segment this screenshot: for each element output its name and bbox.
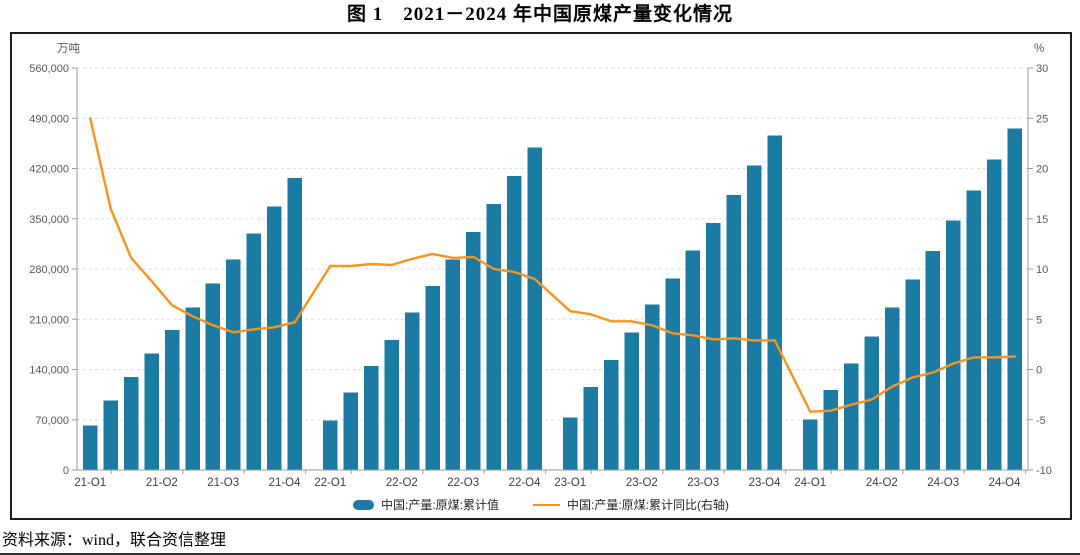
bar-2023-m7 (706, 222, 721, 470)
svg-text:140,000: 140,000 (29, 365, 69, 377)
bar-2022-m3 (384, 339, 399, 470)
svg-text:23-Q3: 23-Q3 (687, 477, 719, 486)
svg-text:490,000: 490,000 (29, 113, 69, 125)
bar-2024-m0 (802, 419, 818, 470)
bar-2022-m8 (486, 204, 502, 471)
svg-text:24-Q1: 24-Q1 (794, 477, 826, 486)
bar-2021-m9 (267, 206, 282, 470)
right-axis-ticks: -10 -5 0 5 10 15 20 25 30 (1028, 63, 1052, 477)
bar-2022-m1 (343, 392, 358, 470)
bar-2023-m8 (726, 194, 742, 470)
bar-2024-m4 (884, 307, 900, 470)
bar-2021-m10 (287, 177, 303, 470)
bar-2021-m7 (226, 259, 241, 470)
bar-2022-m9 (507, 176, 522, 470)
bar-2022-m0 (322, 420, 338, 470)
bar-2024-m3 (864, 336, 879, 470)
bar-2024-m5 (905, 279, 920, 470)
svg-text:23-Q1: 23-Q1 (554, 477, 586, 486)
figure-title: 图 1 2021－2024 年中国原煤产量变化情况 (346, 4, 733, 25)
svg-text:280,000: 280,000 (29, 264, 69, 276)
svg-text:21-Q1: 21-Q1 (74, 477, 106, 486)
legend-item-yoy-line: 中国:产量:原煤:累计同比(右轴) (533, 496, 729, 513)
chart-legend: 中国:产量:原煤:累计值 中国:产量:原煤:累计同比(右轴) (12, 496, 1070, 513)
coal-output-chart: 0 70,000 140,000 210,000 280,000 350,000 420,0… (29, 42, 1052, 486)
bar-2024-m6 (925, 251, 941, 470)
bars-series (82, 128, 1023, 471)
svg-text:-10: -10 (1036, 465, 1052, 477)
bar-series-label: 中国:产量:原煤:累计值 (380, 498, 499, 512)
bar-2022-m10 (527, 147, 543, 470)
svg-text:70,000: 70,000 (35, 415, 69, 427)
left-axis-unit: 万吨 (57, 42, 80, 55)
svg-text:24-Q4: 24-Q4 (989, 477, 1022, 486)
bar-2023-m1 (583, 387, 598, 470)
svg-text:24-Q3: 24-Q3 (927, 477, 959, 486)
bar-2023-m6 (685, 250, 701, 470)
bar-2021-m5 (185, 307, 200, 470)
svg-text:350,000: 350,000 (29, 214, 69, 226)
svg-text:0: 0 (1036, 365, 1042, 377)
source-note: 资料来源：wind，联合资信整理 (2, 532, 227, 549)
bar-2024-m1 (823, 390, 838, 470)
bar-2022-m4 (404, 312, 420, 470)
svg-text:-5: -5 (1036, 415, 1046, 427)
bar-2022-m5 (425, 286, 440, 470)
svg-text:22-Q3: 22-Q3 (447, 477, 479, 486)
svg-text:560,000: 560,000 (29, 63, 69, 75)
svg-text:23-Q2: 23-Q2 (626, 477, 658, 486)
bar-2023-m2 (603, 359, 619, 470)
bar-2021-m4 (164, 329, 180, 470)
bar-2021-m2 (123, 376, 139, 470)
line-series-label: 中国:产量:原煤:累计同比(右轴) (567, 498, 729, 512)
bar-2023-m4 (644, 304, 660, 470)
legend-item-cumulative-output: 中国:产量:原煤:累计值 (352, 496, 499, 513)
svg-text:20: 20 (1036, 164, 1048, 176)
svg-text:21-Q4: 21-Q4 (269, 477, 302, 486)
bar-2024-m9 (987, 159, 1002, 470)
bar-2023-m10 (767, 135, 783, 471)
bar-2022-m7 (466, 231, 481, 470)
bar-2021-m8 (246, 233, 262, 470)
svg-text:30: 30 (1036, 63, 1048, 75)
bar-2023-m0 (562, 417, 578, 470)
bar-2024-m2 (843, 363, 859, 470)
bar-2021-m1 (103, 400, 118, 470)
svg-text:420,000: 420,000 (29, 164, 69, 176)
bar-2022-m2 (363, 366, 379, 470)
x-axis-labels: 21-Q1 21-Q2 21-Q3 21-Q4 22-Q1 22-Q2 22-Q3 22-Q4… (74, 470, 1027, 486)
bar-2022-m6 (445, 259, 461, 470)
svg-text:21-Q3: 21-Q3 (207, 477, 239, 486)
svg-text:15: 15 (1036, 214, 1048, 226)
bar-2024-m8 (966, 190, 982, 471)
bar-2023-m9 (747, 165, 762, 470)
svg-text:25: 25 (1036, 113, 1048, 125)
yoy-line-series (89, 117, 1016, 413)
left-axis-ticks: 0 70,000 140,000 210,000 280,000 350,000 420,0… (29, 63, 77, 477)
svg-text:210,000: 210,000 (29, 314, 69, 326)
right-axis-unit: % (1034, 43, 1044, 55)
svg-text:21-Q2: 21-Q2 (146, 477, 178, 486)
svg-text:0: 0 (63, 465, 69, 477)
svg-text:23-Q4: 23-Q4 (749, 477, 782, 486)
bar-2023-m5 (665, 278, 680, 470)
bar-2021-m6 (205, 283, 221, 470)
bar-2024-m10 (1007, 128, 1023, 470)
chart-frame: 0 70,000 140,000 210,000 280,000 350,000 420,0… (10, 32, 1072, 520)
svg-text:24-Q2: 24-Q2 (866, 477, 898, 486)
bar-series-swatch (352, 499, 374, 510)
bar-2021-m0 (82, 425, 98, 470)
svg-text:22-Q1: 22-Q1 (314, 477, 346, 486)
svg-text:10: 10 (1036, 264, 1048, 276)
bar-2021-m3 (144, 353, 159, 470)
svg-text:22-Q2: 22-Q2 (386, 477, 418, 486)
bar-2023-m3 (624, 332, 639, 470)
svg-text:5: 5 (1036, 314, 1042, 326)
line-series-swatch (533, 503, 560, 506)
bar-2024-m7 (946, 220, 961, 470)
svg-text:22-Q4: 22-Q4 (509, 477, 542, 486)
